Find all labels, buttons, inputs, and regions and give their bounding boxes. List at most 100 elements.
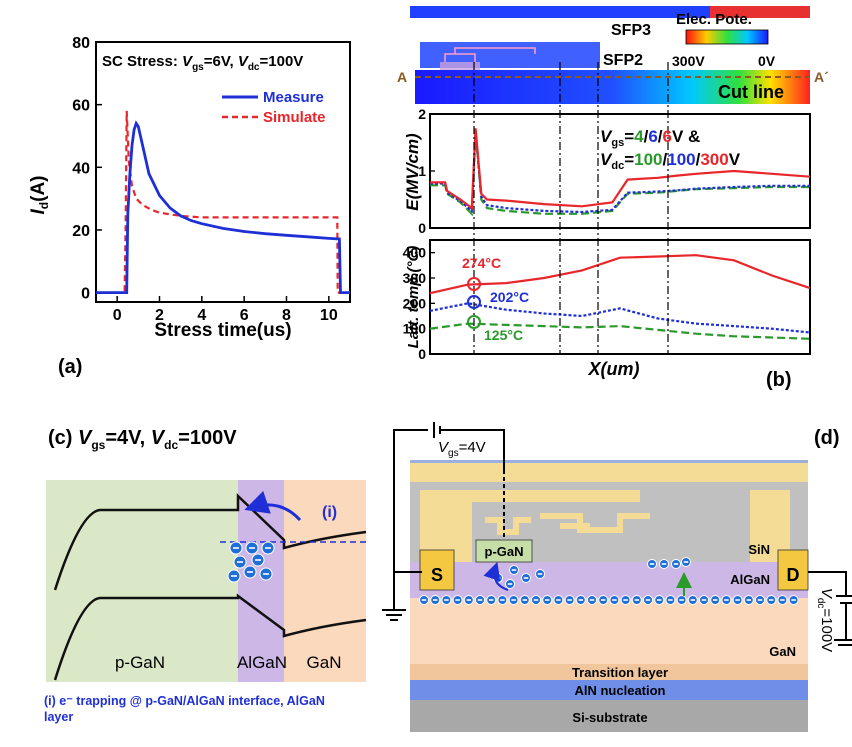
region-pgan-label: p-GaN — [115, 653, 165, 672]
aln-label: AlN nucleation — [574, 683, 665, 698]
top-passivation — [410, 462, 808, 482]
y-tick-label: 80 — [72, 35, 90, 52]
source-label: S — [431, 565, 443, 585]
panel-b: SFP3 SFP2 Elec. Pote. 300V 0V Cut line A… — [397, 0, 829, 391]
field-plate-metal — [485, 513, 650, 535]
scale-0v: 0V — [758, 53, 776, 69]
panel-c: (c) Vgs=4V, Vdc=100V (i) p-GaN AlGaN GaN… — [44, 427, 367, 724]
gan-label: GaN — [769, 644, 796, 659]
cut-a-left: A — [397, 69, 407, 85]
y-tick-label: 60 — [72, 98, 90, 115]
panel-a-title: SC Stress: Vgs=6V, Vdc=100V — [102, 53, 303, 73]
x-tick-label: 0 — [113, 307, 122, 324]
temp-plot-frame — [429, 239, 811, 355]
bias-circuit — [382, 422, 852, 646]
series-vgs4-vdc100 — [429, 322, 811, 340]
drain-contact — [777, 549, 809, 591]
legend-simulate-label: Simulate — [263, 109, 326, 126]
x-tick-label: 4 — [197, 307, 206, 324]
panel-d: Vgs=4V Vdc=100V S D p-GaN SiN AlGaN GaN … — [382, 422, 852, 732]
series-vgs6-vdc300 — [429, 254, 811, 295]
panel-a: 0 2 4 6 8 10 0 20 40 60 80 SC Stress: Vgs=6V, Vdc=… — [28, 35, 351, 378]
source-contact — [419, 549, 455, 591]
panel-a-xlabel: Stress time(us) — [154, 320, 291, 341]
temp-plot: 0 100 200 300 400 — [403, 245, 811, 362]
pgan-region — [46, 480, 238, 682]
y-tick-label: 20 — [72, 223, 90, 240]
legend-measure-label: Measure — [263, 89, 324, 106]
guide-lines — [473, 62, 669, 354]
gan-layer — [410, 598, 808, 664]
series-vgs6-vdc100 — [429, 302, 811, 334]
gan-region — [284, 480, 366, 682]
panel-b-xlabel: X(um) — [588, 359, 640, 379]
y-tick-label: 300 — [403, 270, 427, 286]
series-vgs6-vdc100 — [430, 131, 810, 214]
y-tick-label: 0 — [418, 346, 426, 362]
gate-trap-arrow — [483, 561, 509, 592]
trapped-electrons — [493, 557, 691, 589]
algan-label: AlGaN — [730, 572, 770, 587]
si-layer — [410, 700, 808, 732]
y-tick-label: 1 — [418, 163, 426, 179]
transition-layer — [410, 664, 808, 680]
temp-marker-blue — [467, 295, 481, 309]
panel-a-ylabel: Id(A) — [28, 175, 51, 214]
elec-pote-label: Elec. Pote. — [676, 11, 752, 28]
x-tick-label: 8 — [282, 307, 291, 324]
panel-a-label: (a) — [58, 356, 82, 378]
vdc-label: Vdc=100V — [815, 588, 835, 652]
efield-legend-vdc: Vdc=100/100/300V — [600, 150, 741, 172]
x-tick-label: 6 — [240, 307, 249, 324]
aln-layer — [410, 680, 808, 700]
efield-legend-vgs: Vgs=4/6/6V & — [600, 127, 700, 149]
algan-layer — [410, 562, 808, 598]
series-vgs6-vdc300 — [430, 128, 811, 211]
algan-region — [238, 480, 284, 682]
annot-i: (i) — [322, 504, 337, 521]
region-gan-label: GaN — [307, 653, 342, 672]
y-tick-label: 40 — [72, 160, 90, 177]
y-tick-label: 400 — [403, 245, 427, 261]
conduction-band — [53, 493, 367, 591]
y-tick-label: 100 — [403, 321, 427, 337]
temp-marker-red — [467, 277, 481, 291]
cut-line-label: Cut line — [718, 82, 784, 102]
region-algan-label: AlGaN — [237, 653, 287, 672]
pgan-gate — [475, 539, 533, 563]
transition-label: Transition layer — [572, 665, 668, 680]
sfp2-label: SFP2 — [603, 52, 643, 69]
pgan-label: p-GaN — [485, 544, 524, 559]
panel-a-axes: 0 2 4 6 8 10 0 20 40 60 80 — [72, 35, 338, 324]
sin-label: SiN — [748, 542, 770, 557]
y-tick-label: 0 — [418, 220, 426, 236]
temp-blue-label: 202°C — [490, 289, 529, 305]
efield-plot: 0 1 2 — [418, 106, 811, 236]
cut-a-right: A´ — [814, 69, 829, 85]
panel-a-frame — [95, 41, 351, 303]
vgs-label: Vgs=4V — [438, 439, 486, 459]
drain-label: D — [787, 565, 800, 585]
y-tick-label: 0 — [81, 286, 90, 303]
x-tick-label: 2 — [155, 307, 164, 324]
panel-c-note-1: (i) e⁻ trapping @ p-GaN/AlGaN interface,… — [44, 694, 325, 708]
panel-c-title: (c) Vgs=4V, Vdc=100V — [48, 427, 237, 452]
temp-green-label: 125°C — [484, 327, 523, 343]
panel-b-label: (b) — [766, 369, 792, 391]
temp-red-label: 274°C — [462, 255, 501, 271]
x-tick-label: 10 — [320, 307, 338, 324]
simulate-series-line — [96, 110, 350, 294]
trapping-arrow — [244, 490, 302, 522]
panel-c-note-2: layer — [44, 710, 73, 724]
y-tick-label: 2 — [418, 106, 426, 122]
temp-marker-green — [467, 315, 481, 329]
panel-d-label: (d) — [814, 427, 840, 449]
electron-cluster — [227, 541, 275, 583]
si-label: Si-substrate — [572, 710, 647, 725]
efield-ylabel: E(MV/cm) — [403, 133, 422, 211]
potential-contour-image — [410, 0, 810, 104]
2deg-electrons — [419, 595, 799, 605]
y-tick-label: 200 — [403, 295, 427, 311]
valence-band — [53, 593, 367, 681]
